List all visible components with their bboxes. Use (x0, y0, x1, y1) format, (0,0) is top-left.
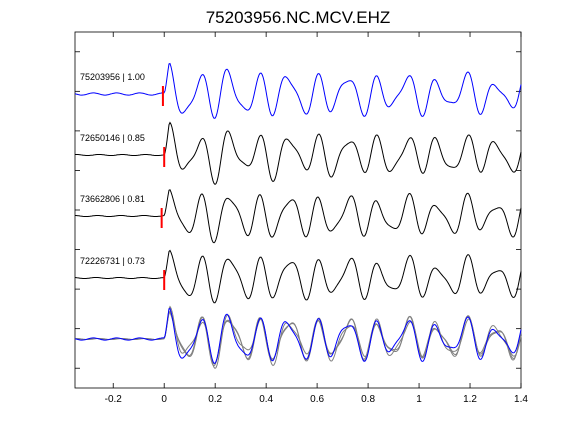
x-tick-label: 0.6 (310, 394, 324, 405)
trace-labels: 75203956 | 1.00 72650146 | 0.85 73662806 |… (80, 72, 145, 266)
trace-label-72650146: 72650146 | 0.85 (80, 133, 145, 143)
stack-trace-75203956 (74, 307, 522, 364)
trace-label-72226731: 72226731 | 0.73 (80, 256, 145, 266)
x-tick-label: 0.2 (208, 394, 222, 405)
x-tick-label: -0.2 (105, 394, 123, 405)
chart-title: 75203956.NC.MCV.EHZ (206, 8, 391, 27)
x-tick-label: 0.4 (259, 394, 273, 405)
x-tick-label: 0 (161, 394, 167, 405)
trace-label-75203956: 75203956 | 1.00 (80, 72, 145, 82)
x-tick-label: 1 (416, 394, 422, 405)
trace-72226731 (74, 249, 522, 304)
trace-72650146 (75, 121, 522, 186)
stack-trace-72650146 (75, 305, 522, 370)
x-tick-label: 1.4 (514, 394, 528, 405)
pick-markers (160, 86, 166, 290)
trace-73662806 (75, 189, 522, 244)
trace-label-73662806: 73662806 | 0.81 (80, 194, 145, 204)
x-tick-label: 1.2 (463, 394, 477, 405)
x-tick-label: 0.8 (361, 394, 375, 405)
x-axis: -0.2 0 0.2 0.4 0.6 0.8 1 1.2 1.4 (105, 32, 528, 405)
trace-panel (74, 62, 522, 370)
trace-75203956 (74, 62, 522, 119)
